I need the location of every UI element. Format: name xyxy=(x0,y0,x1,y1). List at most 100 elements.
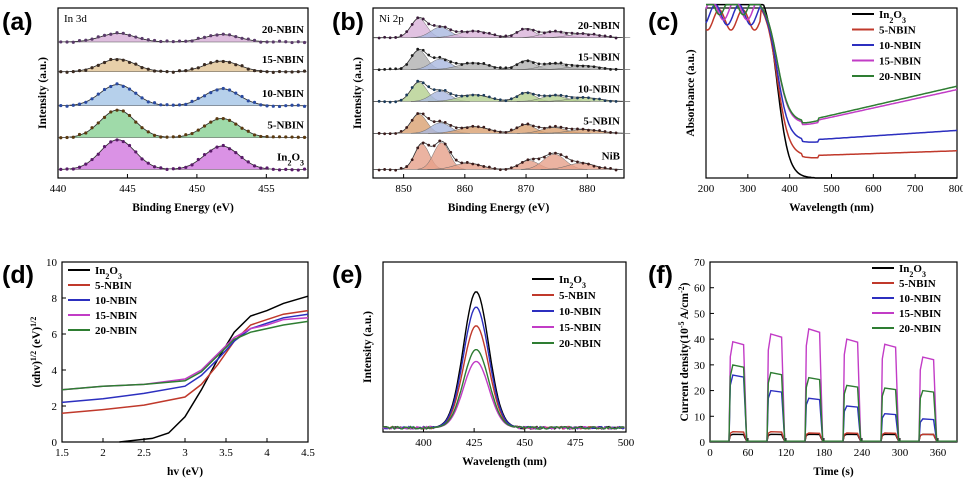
data-point xyxy=(259,166,263,170)
data-point xyxy=(543,62,546,66)
data-point xyxy=(246,67,250,71)
data-point xyxy=(581,95,585,99)
data-point xyxy=(537,30,541,34)
data-point xyxy=(109,140,113,144)
data-point xyxy=(520,27,524,31)
data-point xyxy=(482,165,486,168)
series-label: 10-NBIN xyxy=(262,88,304,100)
data-point xyxy=(227,147,232,151)
data-point xyxy=(614,168,618,172)
data-point xyxy=(493,33,497,37)
data-point xyxy=(543,31,546,35)
data-point xyxy=(271,104,275,108)
x-tick-label: 600 xyxy=(865,183,882,195)
data-point xyxy=(471,124,475,128)
y-tick-label: 8 xyxy=(52,293,58,305)
data-point xyxy=(443,25,447,29)
data-point xyxy=(277,168,282,172)
x-tick-label: 400 xyxy=(781,183,798,195)
data-point xyxy=(296,103,300,107)
data-point xyxy=(493,66,497,69)
y-tick-label: 60 xyxy=(694,283,706,295)
data-point xyxy=(221,59,225,64)
data-point xyxy=(581,64,585,68)
data-point xyxy=(570,63,574,67)
panel-f: 0 60 120 180 240 300 360 0 10 20 30 40 50 60 70 Time (s… xyxy=(648,257,958,478)
data-point xyxy=(215,88,219,92)
data-point xyxy=(146,161,150,165)
data-point xyxy=(438,119,442,123)
data-point xyxy=(609,131,612,134)
y-tick-label: 30 xyxy=(694,360,706,372)
data-point xyxy=(59,136,63,140)
data-point xyxy=(190,163,194,167)
data-point xyxy=(421,112,425,116)
y-tick-label: 0 xyxy=(700,437,706,449)
data-point xyxy=(581,127,585,131)
data-point xyxy=(559,61,563,65)
absorbance-line xyxy=(706,3,957,179)
x-tick-label: 425 xyxy=(466,437,483,449)
data-point xyxy=(465,94,469,98)
x-tick-label: 3.5 xyxy=(219,447,233,459)
data-point xyxy=(383,100,387,104)
data-point xyxy=(290,103,294,107)
data-point xyxy=(548,152,552,155)
data-point xyxy=(284,40,288,44)
data-point xyxy=(460,63,464,66)
series-label: 5-NBIN xyxy=(879,25,916,37)
data-point xyxy=(140,126,144,130)
data-point xyxy=(410,118,414,122)
x-tick-label: 800 xyxy=(949,183,963,195)
element-title: Ni 2p xyxy=(379,13,404,25)
label-part: O xyxy=(573,274,582,286)
data-point xyxy=(498,66,502,70)
data-point xyxy=(443,88,447,92)
data-point xyxy=(460,29,464,33)
data-point xyxy=(531,124,535,128)
data-point xyxy=(565,63,568,67)
label-part: 3 xyxy=(582,281,586,290)
data-point xyxy=(202,35,207,40)
series-label: 15-NBIN xyxy=(559,322,601,334)
data-point xyxy=(570,159,574,163)
data-point xyxy=(559,93,563,97)
x-tick-label: 4 xyxy=(264,447,270,459)
data-point xyxy=(190,99,194,104)
data-point xyxy=(196,36,200,40)
data-point xyxy=(576,127,579,131)
x-tick-label: 850 xyxy=(395,183,412,195)
x-tick-label: 445 xyxy=(119,183,136,195)
data-point xyxy=(465,161,469,164)
data-point xyxy=(252,38,257,42)
x-tick-label: 2.5 xyxy=(137,447,151,459)
data-point xyxy=(416,47,420,51)
y-tick-label: 2 xyxy=(52,401,58,413)
data-point xyxy=(531,61,535,64)
label-part: In xyxy=(879,9,889,21)
data-point xyxy=(377,99,381,103)
data-point xyxy=(209,34,213,38)
data-point xyxy=(609,99,612,103)
element-title: In 3d xyxy=(64,13,87,25)
data-point xyxy=(565,94,568,98)
data-point xyxy=(399,166,403,170)
data-point xyxy=(196,157,200,162)
data-point xyxy=(388,36,392,40)
data-point xyxy=(84,68,88,72)
data-point xyxy=(614,99,618,103)
data-point xyxy=(460,94,464,98)
data-point xyxy=(482,31,486,35)
data-point xyxy=(581,32,585,35)
data-point xyxy=(146,100,150,104)
series-label: 5-NBIN xyxy=(267,120,304,132)
data-point xyxy=(377,131,381,135)
data-point xyxy=(388,67,392,71)
data-point xyxy=(498,35,502,38)
data-point xyxy=(520,60,524,64)
data-point xyxy=(140,66,144,70)
data-point xyxy=(570,127,574,131)
data-point xyxy=(240,94,244,99)
data-point xyxy=(598,166,601,169)
y-tick-label: 10 xyxy=(46,257,58,269)
